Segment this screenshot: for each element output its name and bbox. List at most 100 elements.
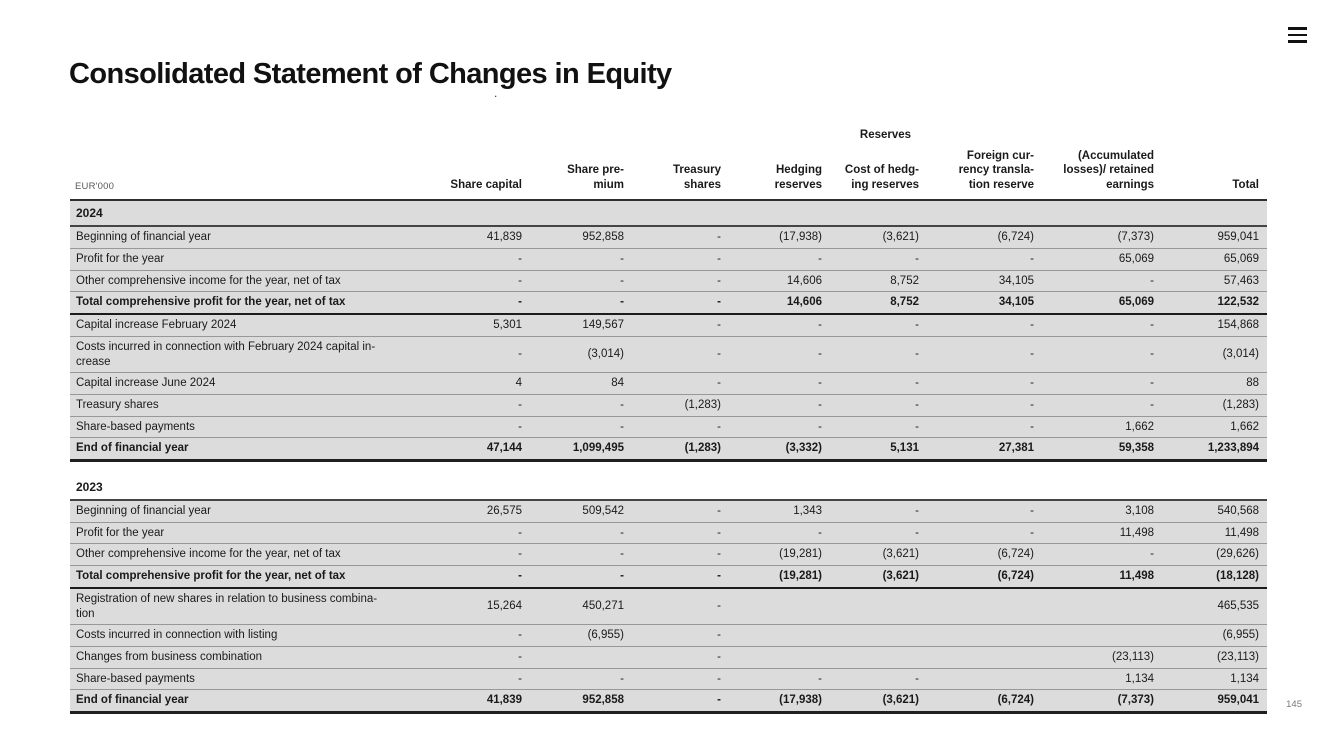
value-cell: - (530, 291, 632, 316)
value-cell: 540,568 (1162, 500, 1268, 523)
value-cell: (3,014) (530, 336, 632, 374)
value-cell: (23,113) (1042, 646, 1163, 669)
value-cell: - (442, 624, 530, 648)
value-cell: (3,332) (729, 437, 830, 463)
value-cell: 450,271 (530, 587, 632, 626)
value-cell: - (442, 291, 530, 316)
value-cell: (6,724) (927, 226, 1043, 249)
value-cell: - (830, 248, 927, 271)
row-label: Profit for the year (70, 522, 442, 545)
value-cell: (6,724) (927, 543, 1043, 567)
value-cell: - (830, 416, 927, 439)
value-cell (830, 624, 927, 648)
stray-period-mark: . (494, 86, 498, 100)
value-cell: (3,014) (1162, 336, 1268, 374)
table-row: Total comprehensive profit for the year,… (70, 565, 1268, 589)
value-cell: - (632, 587, 729, 626)
reserves-group-row: Reserves (70, 128, 1267, 146)
value-cell: - (830, 522, 927, 545)
value-cell: - (927, 500, 1043, 523)
value-cell: - (442, 565, 530, 589)
table-row: Capital increase June 2024 4 84- - - - -88 (70, 372, 1268, 395)
value-cell: (1,283) (632, 437, 729, 463)
hamburger-bar (1288, 33, 1307, 37)
row-label: Share-based payments (70, 416, 442, 439)
value-cell: - (442, 416, 530, 439)
value-cell: - (927, 416, 1043, 439)
value-cell: (3,621) (830, 226, 927, 249)
value-cell: - (1042, 336, 1163, 374)
row-label: Registration of new shares in relation t… (70, 587, 442, 626)
page-title: Consolidated Statement of Changes in Equ… (69, 58, 672, 90)
value-cell: - (632, 226, 729, 249)
value-cell: - (632, 646, 729, 669)
value-cell: 959,041 (1162, 226, 1268, 249)
value-cell: 1,233,894 (1162, 437, 1268, 463)
row-label: Beginning of financial year (70, 226, 442, 249)
hamburger-bar (1288, 27, 1307, 30)
value-cell: 509,542 (530, 500, 632, 523)
row-label: Other comprehensive income for the year,… (70, 270, 442, 293)
value-cell: - (830, 336, 927, 374)
table-row: Beginning of financial year 41,839 952,858… (70, 226, 1268, 249)
value-cell: 1,099,495 (530, 437, 632, 463)
row-label: Costs incurred in connection with listin… (70, 624, 442, 648)
value-cell: 4 (442, 372, 530, 395)
value-cell: - (632, 248, 729, 271)
value-cell: - (1042, 543, 1163, 567)
value-cell: (7,373) (1042, 689, 1163, 715)
value-cell: 1,662 (1042, 416, 1163, 439)
group-spacer (1042, 128, 1267, 146)
value-cell: (19,281) (729, 565, 830, 589)
value-cell (729, 646, 830, 669)
value-cell: - (632, 291, 729, 316)
value-cell: - (632, 668, 729, 691)
value-cell: 47,144 (442, 437, 530, 463)
value-cell (830, 587, 927, 626)
row-label: Capital increase June 2024 (70, 372, 442, 395)
value-cell: 952,858 (530, 689, 632, 715)
section-header-row-2023: 2023 (70, 474, 1268, 502)
section-spacer (70, 460, 1268, 475)
value-cell: - (830, 314, 927, 337)
column-header-total: Total (1162, 145, 1268, 201)
value-cell: - (632, 624, 729, 648)
value-cell: - (632, 416, 729, 439)
column-header-accumulated-losses-retained-earnings: (Accumulated losses)/ retained earnings (1042, 145, 1163, 201)
value-cell: - (530, 543, 632, 567)
section-year-label: 2024 (70, 199, 1268, 228)
equity-statement-table: Reserves EUR'000 Share capital Share pre… (70, 128, 1268, 715)
value-cell: 65,069 (1042, 248, 1163, 271)
column-header-share-premium: Share pre- mium (530, 145, 632, 201)
value-cell (927, 668, 1043, 691)
value-cell: - (927, 394, 1043, 417)
value-cell: 11,498 (1042, 565, 1163, 589)
value-cell (927, 587, 1043, 626)
value-cell: - (442, 248, 530, 271)
value-cell: - (830, 500, 927, 523)
value-cell: 1,134 (1162, 668, 1268, 691)
value-cell: 1,343 (729, 500, 830, 523)
value-cell: 41,839 (442, 689, 530, 715)
value-cell (1042, 587, 1163, 626)
row-label: Total comprehensive profit for the year,… (70, 291, 442, 316)
value-cell: - (729, 522, 830, 545)
value-cell: 1,134 (1042, 668, 1163, 691)
value-cell: 84 (530, 372, 632, 395)
value-cell: - (1042, 372, 1163, 395)
row-label: Total comprehensive profit for the year,… (70, 565, 442, 589)
value-cell (729, 587, 830, 626)
value-cell: (23,113) (1162, 646, 1268, 669)
value-cell: (3,621) (830, 565, 927, 589)
table-row: Profit for the year - - - - - -65,069 65,069 (70, 248, 1268, 271)
value-cell: - (830, 394, 927, 417)
value-cell: - (442, 394, 530, 417)
column-header-row: EUR'000 Share capital Share pre- mium Tr… (70, 145, 1268, 201)
page-number: 145 (1286, 699, 1302, 710)
table-row: Changes from business combination - - (23,1… (70, 646, 1268, 669)
value-cell: - (1042, 314, 1163, 337)
table-row: Registration of new shares in relation t… (70, 587, 1268, 626)
hamburger-menu-icon[interactable] (1288, 27, 1307, 43)
value-cell: 88 (1162, 372, 1268, 395)
value-cell: 57,463 (1162, 270, 1268, 293)
